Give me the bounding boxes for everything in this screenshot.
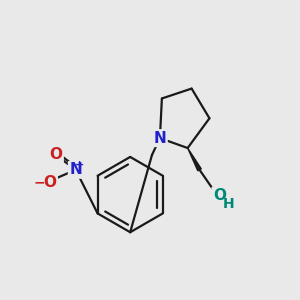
Polygon shape bbox=[188, 148, 201, 171]
Text: O: O bbox=[50, 148, 62, 163]
Text: N: N bbox=[69, 162, 82, 177]
Text: N: N bbox=[154, 130, 166, 146]
Text: −: − bbox=[33, 176, 45, 190]
Text: +: + bbox=[75, 160, 84, 170]
Text: H: H bbox=[223, 196, 234, 211]
Text: O: O bbox=[213, 188, 226, 203]
Text: O: O bbox=[44, 175, 56, 190]
